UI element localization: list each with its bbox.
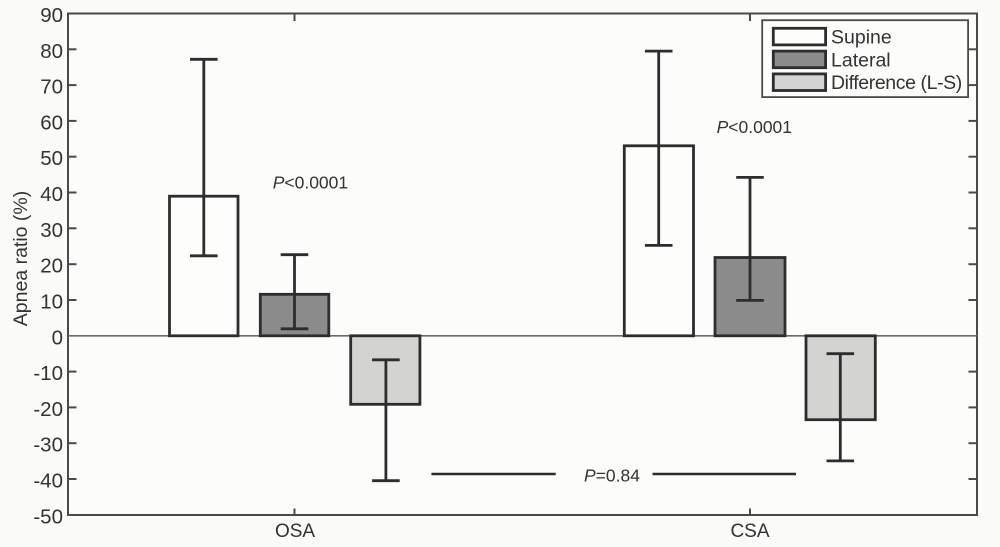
svg-text:CSA: CSA bbox=[730, 521, 769, 542]
svg-text:Difference (L-S): Difference (L-S) bbox=[831, 72, 962, 94]
svg-text:OSA: OSA bbox=[275, 521, 315, 542]
svg-text:10: 10 bbox=[40, 291, 63, 314]
svg-text:Supine: Supine bbox=[831, 27, 892, 49]
svg-text:P<0.0001: P<0.0001 bbox=[717, 117, 792, 137]
svg-text:-10: -10 bbox=[33, 362, 63, 385]
svg-text:30: 30 bbox=[40, 219, 63, 242]
svg-text:-40: -40 bbox=[33, 470, 63, 493]
svg-text:0: 0 bbox=[52, 326, 63, 349]
svg-text:50: 50 bbox=[40, 147, 63, 170]
svg-text:P=0.84: P=0.84 bbox=[584, 466, 640, 486]
svg-text:40: 40 bbox=[40, 183, 63, 206]
svg-text:80: 80 bbox=[40, 40, 63, 63]
svg-text:P<0.0001: P<0.0001 bbox=[273, 173, 348, 193]
svg-text:70: 70 bbox=[40, 76, 63, 99]
svg-text:Apnea ratio (%): Apnea ratio (%) bbox=[10, 191, 32, 326]
svg-text:-20: -20 bbox=[33, 398, 63, 421]
svg-text:-30: -30 bbox=[33, 434, 63, 457]
svg-text:60: 60 bbox=[40, 111, 63, 134]
svg-text:-50: -50 bbox=[33, 505, 63, 528]
svg-text:20: 20 bbox=[40, 255, 63, 278]
svg-text:Lateral: Lateral bbox=[831, 49, 891, 71]
svg-text:90: 90 bbox=[40, 4, 63, 27]
